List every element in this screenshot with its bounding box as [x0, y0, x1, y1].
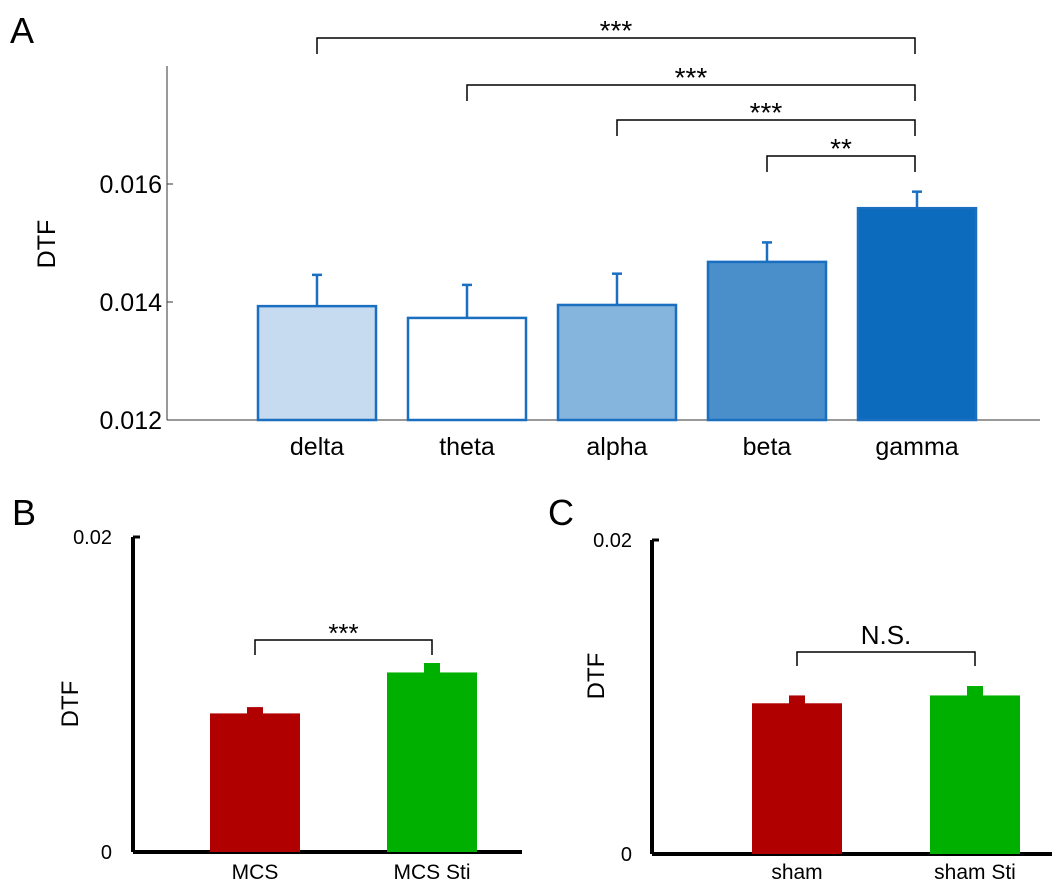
significance-label-c: N.S. — [861, 620, 912, 650]
bar-delta — [256, 304, 378, 422]
significance-label-a: *** — [675, 62, 708, 93]
significance-bracket-a — [766, 155, 916, 172]
category-label-delta: delta — [290, 433, 344, 461]
bar-sham-Sti — [930, 695, 1020, 854]
y-axis-label-a: DTF — [33, 220, 61, 269]
significance-label-a: *** — [750, 97, 783, 128]
bar-alpha — [556, 303, 678, 422]
y-tick-label-a: 0.016 — [99, 171, 162, 199]
error-bar-MCS-Sti — [424, 663, 440, 674]
category-label-theta: theta — [439, 433, 495, 461]
significance-label-a: ** — [830, 133, 852, 164]
y-tick-label-c: 0.02 — [593, 530, 632, 552]
y-axis-label-b: DTF — [57, 681, 84, 728]
significance-label-b: *** — [328, 618, 358, 648]
significance-bracket-c — [796, 651, 976, 666]
y-tick-label-a: 0.012 — [99, 407, 162, 435]
y-tick-label-c: 0 — [621, 844, 632, 866]
category-label-beta: beta — [743, 433, 792, 461]
bar-gamma — [856, 206, 978, 422]
bar-sham — [752, 703, 842, 854]
category-label-alpha: alpha — [586, 433, 647, 461]
significance-bracket-b — [254, 639, 433, 655]
bar-MCS — [210, 713, 300, 852]
bar-theta — [406, 316, 528, 422]
y-tick-label-b: 0 — [101, 842, 112, 864]
error-bar-sham — [789, 695, 805, 705]
significance-bracket-a — [316, 37, 916, 54]
significance-bracket-a — [466, 84, 916, 101]
category-label-MCS-Sti: MCS Sti — [393, 861, 470, 884]
category-label-sham: sham — [771, 861, 822, 884]
error-bar-sham-Sti — [967, 686, 983, 697]
panel-letter-c: C — [548, 492, 574, 533]
bar-beta — [706, 260, 828, 422]
category-label-gamma: gamma — [875, 433, 958, 461]
panel-letter-a: A — [10, 10, 35, 51]
significance-bracket-a — [616, 119, 916, 136]
bar-MCS-Sti — [387, 672, 477, 852]
error-bar-MCS — [247, 707, 263, 715]
panel-letter-b: B — [12, 492, 37, 533]
y-axis-label-c: DTF — [583, 653, 610, 700]
significance-label-a: *** — [600, 15, 633, 46]
category-label-MCS: MCS — [232, 861, 279, 884]
y-tick-label-b: 0.02 — [73, 527, 112, 549]
category-label-sham-Sti: sham Sti — [934, 861, 1016, 884]
y-tick-label-a: 0.014 — [99, 289, 162, 317]
